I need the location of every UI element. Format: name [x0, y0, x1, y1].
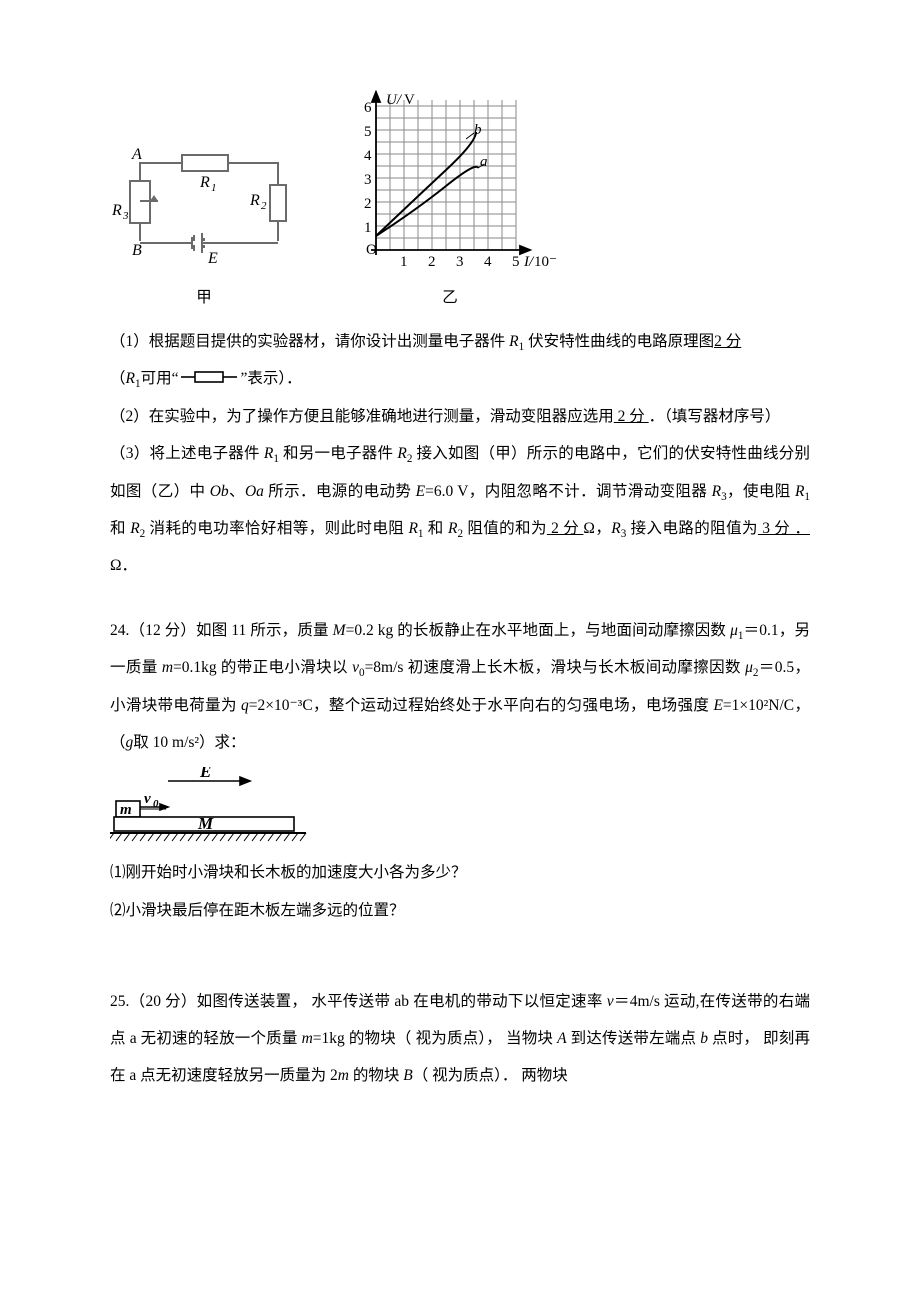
svg-text:R: R	[199, 174, 210, 191]
q23-p4: （3）将上述电子器件 R1 和另一电子器件 R2 接入如图（甲）所示的电路中，它…	[110, 435, 810, 584]
blank-3: 2 分	[547, 520, 584, 537]
svg-text:O: O	[366, 242, 377, 258]
svg-text:E: E	[207, 250, 218, 267]
svg-text:A: A	[131, 146, 142, 163]
svg-text:2: 2	[364, 196, 372, 212]
svg-text:1: 1	[211, 182, 217, 194]
q23-p3: （2）在实验中，为了操作方便且能够准确地进行测量，滑动变阻器应选用 2 分 ．（…	[110, 398, 810, 435]
q24-figure: E m v0 M	[110, 767, 810, 853]
graph-figure: U/V O 123 456 123 45 I/10⁻³A a b 乙	[346, 90, 556, 305]
svg-text:4: 4	[364, 148, 372, 164]
svg-text:E: E	[199, 767, 211, 781]
q24-sub2: ⑵小滑块最后停在距木板左端多远的位置？	[110, 892, 810, 929]
svg-text:10⁻³A: 10⁻³A	[534, 254, 556, 270]
svg-text:6: 6	[364, 100, 372, 116]
q24-body: 24.（12 分）如图 11 所示，质量 M=0.2 kg 的长板静止在水平地面…	[110, 612, 810, 761]
blank-2: 2 分	[614, 408, 649, 425]
svg-text:5: 5	[512, 254, 520, 270]
circuit-figure: A B R1 R2 R3 E 甲	[110, 135, 300, 305]
circuit-svg: A B R1 R2 R3 E	[110, 135, 300, 280]
svg-text:0: 0	[153, 798, 159, 810]
svg-text:3: 3	[456, 254, 464, 270]
svg-text:v: v	[144, 791, 151, 807]
svg-text:a: a	[480, 154, 488, 170]
svg-text:3: 3	[122, 210, 129, 222]
q24-sub1: ⑴刚开始时小滑块和长木板的加速度大小各为多少？	[110, 854, 810, 891]
figure-row: A B R1 R2 R3 E 甲	[110, 90, 810, 305]
resistor-symbol-icon	[181, 361, 237, 398]
svg-text:5: 5	[364, 124, 372, 140]
svg-text:2: 2	[261, 200, 267, 212]
svg-text:1: 1	[400, 254, 408, 270]
svg-text:R: R	[111, 202, 122, 219]
q23-p2: （R1可用“”表示）．	[110, 360, 810, 398]
svg-text:1: 1	[364, 220, 372, 236]
svg-text:M: M	[197, 814, 214, 833]
graph-svg: U/V O 123 456 123 45 I/10⁻³A a b	[346, 90, 556, 280]
svg-text:R: R	[249, 192, 260, 209]
svg-text:V: V	[404, 92, 415, 108]
svg-text:4: 4	[484, 254, 492, 270]
blank-1: 2 分	[714, 333, 741, 350]
q23-p1: （1）根据题目提供的实验器材，请你设计出测量电子器件 R1 伏安特性曲线的电路原…	[110, 323, 810, 360]
circuit-caption: 甲	[110, 290, 300, 306]
blank-4: 3 分 ．	[758, 520, 810, 537]
svg-text:3: 3	[364, 172, 372, 188]
svg-text:2: 2	[428, 254, 436, 270]
svg-text:U/: U/	[386, 92, 403, 108]
svg-text:m: m	[120, 802, 132, 818]
svg-text:B: B	[132, 242, 142, 259]
graph-caption: 乙	[346, 290, 556, 306]
q25-body: 25.（20 分）如图传送装置， 水平传送带 ab 在电机的带动下以恒定速率 v…	[110, 983, 810, 1095]
svg-text:b: b	[474, 122, 482, 138]
